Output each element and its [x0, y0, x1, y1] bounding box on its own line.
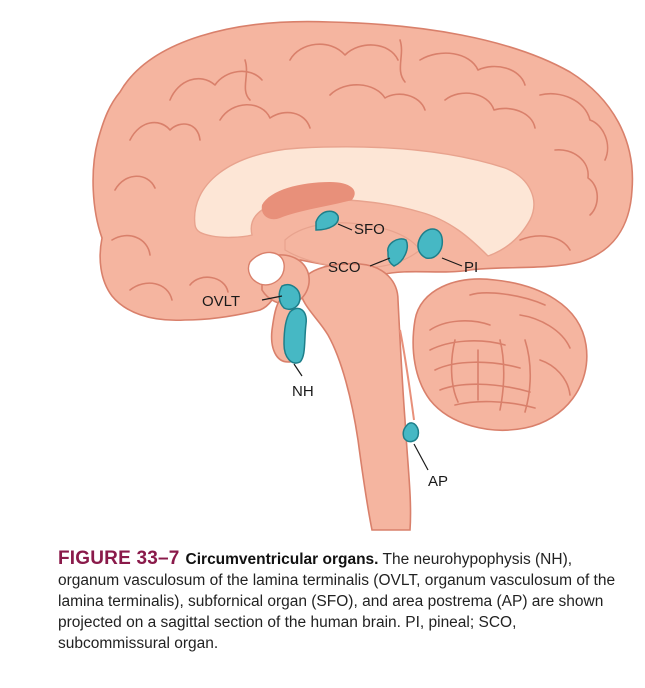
ovlt-label: OVLT	[202, 293, 240, 310]
sco-organ	[387, 238, 408, 267]
sfo-label: SFO	[354, 221, 385, 238]
figure-caption-body: The neurohypophysis (NH), organum vascul…	[58, 551, 616, 652]
optic-chiasm	[247, 251, 285, 286]
ap-organ	[402, 422, 420, 443]
ovlt-organ	[278, 284, 301, 310]
nh-label: NH	[292, 383, 314, 400]
brainstem	[299, 262, 412, 531]
sco-label: SCO	[328, 259, 361, 276]
lateral-ventricle	[261, 182, 355, 220]
pi-organ	[417, 228, 444, 259]
cerebellum	[412, 278, 588, 431]
figure-number: FIGURE 33–7	[58, 548, 180, 569]
corpus-callosum	[193, 146, 535, 257]
pi-label: PI	[464, 259, 478, 276]
nh-organ	[283, 307, 307, 364]
figure-caption: FIGURE 33–7 Circumventricular organs. The…	[58, 548, 623, 654]
leader-lines	[261, 223, 463, 471]
ap-label: AP	[428, 473, 448, 490]
figure-title: Circumventricular organs.	[185, 551, 379, 568]
cerebral-gyri	[111, 39, 609, 301]
fourth-ventricle	[399, 329, 415, 421]
sfo-organ	[315, 210, 339, 231]
brain-sagittal-diagram: SFO SCO PI OVLT NH AP	[92, 20, 634, 531]
